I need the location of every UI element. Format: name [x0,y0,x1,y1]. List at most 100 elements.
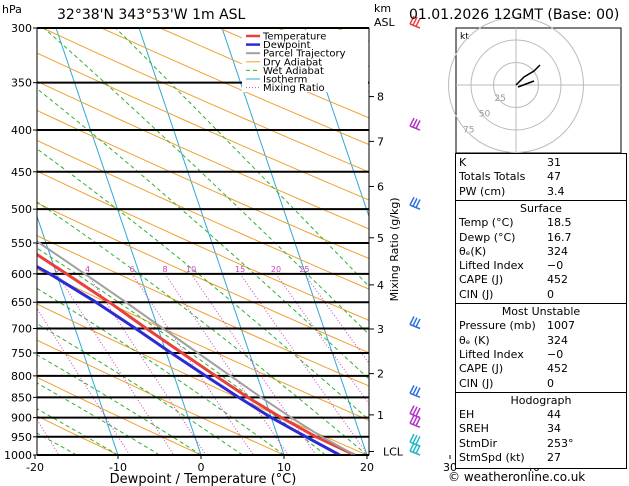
surface-row-label: Temp (°C) [459,216,514,230]
height-tick-label: 1 [377,409,384,422]
copyright: © weatheronline.co.uk [448,470,586,484]
surface-row: θₑ(K) 324 [456,245,626,260]
hodograph-ring-label: 50 [479,110,491,120]
height-tick-label: 3 [377,323,384,336]
most-unstable-row: CAPE (J) 452 [456,362,626,377]
wind-barb-flag [415,436,421,445]
dry-adiabat-line [37,376,202,455]
datetime-label: 01.01.2026 12GMT (Base: 00) [409,7,620,23]
table-separator [456,303,626,304]
wind-barb-staff [409,392,421,399]
most-unstable-row-label: CAPE (J) [459,362,504,376]
wet-adiabat-line [37,287,285,455]
legend-entry: Temperature [262,32,326,43]
height-unit-km: km [374,2,392,15]
surface-row-label: θₑ(K) [459,244,487,258]
surface-row-label: CAPE (J) [459,273,504,287]
index-row-value: 31 [547,156,561,169]
wind-barb-flag [415,18,421,27]
wind-barbs [409,15,421,456]
hodograph: kt 25 50 75 [448,17,622,154]
index-row-label: PW (cm) [459,184,506,198]
hodograph-row: StmSpd (kt) 27 [456,451,626,466]
location-label: 32°38'N 343°53'W 1m ASL [57,7,246,23]
wind-barb-flag [409,15,415,25]
pressure-label: 650 [11,296,32,309]
mixing-ratio-line [239,273,369,455]
mixing-ratio-label: 15 [235,265,245,274]
wind-barb-flag [409,442,415,452]
wind-barb-flag [412,386,418,395]
temperature-tick-label: 0 [198,461,205,474]
height-tick-label: 5 [377,232,384,245]
series-line-temperature [37,252,356,455]
index-row: K 31 [456,156,626,171]
dry-adiabat-line [37,52,369,201]
surface-row-value: −0 [547,259,564,273]
mixing-ratio-label: 8 [162,265,167,274]
mixing-ratio-label: 25 [299,265,309,274]
surface-section-title: Surface [520,201,562,215]
mixing-ratio-line [56,273,175,455]
table-separator [456,391,626,393]
height-tick-label: 4 [377,279,384,292]
dry-adiabat-line [37,109,369,260]
pressure-unit: hPa [2,3,22,16]
wet-adiabat-line [37,148,369,421]
hodograph-section-title: Hodograph [510,393,572,407]
surface-row: Dewp (°C) 16.7 [456,231,626,246]
wind-barb-flag [415,199,421,208]
hodograph-ring-label: 75 [463,125,474,135]
hodograph-ring-label: 25 [495,94,506,104]
height-tick-label: 2 [377,368,384,381]
indices-table: K 31 Totals Totals 47 PW (cm) 3.4 Surface Temp … [455,153,627,469]
mixing-ratio-line [303,273,369,364]
axes: 3003504004505005506006507007508008509009… [4,22,540,486]
height-tick-label: 7 [377,135,384,148]
most-unstable-row-value: −0 [547,347,564,361]
temperature-tick-label: 20 [360,461,374,474]
legend-background [242,30,368,92]
isotherm-line [55,28,202,455]
index-row-value: 3.4 [547,184,565,198]
pressure-label: 950 [11,431,32,444]
surface-row: CAPE (J) 452 [456,273,626,288]
wind-barb-flag [409,117,415,127]
x-axis-label: Dewpoint / Temperature (°C) [110,472,297,486]
surface-row: Temp (°C) 18.5 [456,216,626,231]
dry-adiabat-line [37,303,368,455]
index-row: PW (cm) 3.4 [456,185,626,200]
storm-motion-arrow [517,80,535,88]
pressure-label: 350 [11,77,32,90]
most-unstable-row: θₑ (K) 324 [456,334,626,349]
wind-barb-staff [409,441,421,447]
profiles [37,240,356,455]
temperature-tick-label: -10 [109,461,127,474]
wind-barb-flag [415,417,421,427]
hodograph-row-label: SREH [459,422,489,436]
most-unstable-row-label: Pressure (mb) [459,319,536,333]
surface-row-label: Dewp (°C) [459,230,516,244]
wind-barb-flag [409,433,415,443]
wind-barb-flag [409,196,415,206]
isotherm-line [138,28,285,455]
surface-row: CIN (J) 0 [456,288,626,303]
pressure-label: 1000 [4,449,32,462]
isotherm-line [37,214,119,455]
wind-barb-staff [409,23,421,29]
wind-barb-flag [412,434,418,444]
hodograph-frame [455,27,622,154]
wet-adiabat-line [37,323,243,455]
height-tick-label: LCL [383,445,404,458]
height-unit-asl: ASL [374,16,395,29]
hodograph-row-value: 27 [547,451,561,464]
wind-barb-flag [412,198,418,207]
surface-row-label: Lifted Index [459,259,524,273]
mixing-ratio-label: 10 [186,265,196,274]
dry-adiabat-line [42,28,369,173]
most-unstable-row-value: 0 [547,376,554,390]
index-row-label: Totals Totals [459,170,526,184]
surface-row-value: 452 [547,273,568,287]
pressure-label: 900 [11,412,32,425]
